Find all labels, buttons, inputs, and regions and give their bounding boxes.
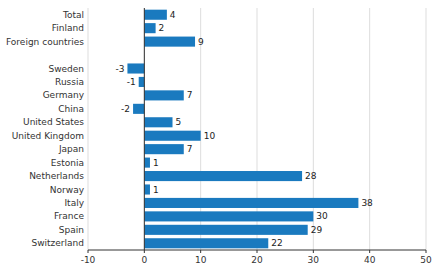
bar	[144, 37, 195, 47]
bar	[144, 225, 307, 235]
tick	[200, 250, 201, 253]
grid-line	[426, 8, 427, 250]
category-label: Switzerland	[32, 238, 85, 248]
data-label: 7	[187, 144, 193, 154]
tick	[257, 250, 258, 253]
tick	[144, 250, 145, 253]
bar	[144, 211, 313, 221]
category-label: United Kingdom	[12, 131, 84, 141]
category-label: Norway	[50, 185, 85, 195]
bar	[144, 90, 183, 100]
bar	[144, 144, 183, 154]
data-label: 10	[204, 131, 216, 141]
tick-label: 40	[364, 255, 376, 265]
data-label: 5	[176, 117, 182, 127]
data-label: 22	[271, 238, 282, 248]
data-label: -2	[121, 104, 130, 114]
category-label: Foreign countries	[6, 37, 84, 47]
data-label: 29	[311, 225, 323, 235]
tick-label: 20	[251, 255, 263, 265]
tick-label: 0	[141, 255, 147, 265]
bar	[144, 184, 150, 194]
data-label: 1	[153, 185, 159, 195]
data-label: 9	[198, 37, 204, 47]
category-label: Spain	[59, 225, 84, 235]
category-label: Netherlands	[29, 171, 84, 181]
tick-label: 50	[420, 255, 432, 265]
bar	[144, 131, 200, 141]
data-label: 28	[305, 171, 317, 181]
category-label: Italy	[64, 198, 84, 208]
tick	[313, 250, 314, 253]
bar	[127, 63, 144, 73]
data-label: -1	[127, 77, 136, 87]
bar	[144, 117, 172, 127]
tick-label: 10	[195, 255, 207, 265]
category-label: Estonia	[51, 158, 84, 168]
data-labels: 22 29 30 38 1 28 1 7 10 5 -2 7 -1-3 9 24	[115, 10, 373, 249]
page: {"chart_data": {"type": "bar", "orientat…	[0, 0, 442, 272]
category-label: China	[58, 104, 84, 114]
category-label: Russia	[55, 77, 84, 87]
grid-line	[369, 8, 370, 250]
data-label: 2	[159, 23, 165, 33]
category-label: Total	[62, 10, 84, 20]
tick	[426, 250, 427, 253]
grid-line	[88, 8, 89, 250]
data-label: 1	[153, 158, 159, 168]
chart-container: 22 29 30 38 1 28 1 7 10 5 -2 7 -1-3 9 24 -10 0 10 20 30 40 50…	[0, 0, 442, 272]
bar	[144, 10, 167, 20]
data-label: 7	[187, 90, 193, 100]
data-label: 4	[170, 10, 176, 20]
category-label: Sweden	[48, 64, 84, 74]
y-axis: Switzerland Spain France Italy Norway Netherl…	[6, 10, 85, 249]
bar	[144, 238, 268, 248]
x-axis: -10 0 10 20 30 40 50	[81, 250, 432, 265]
bar	[144, 158, 150, 168]
data-label: 30	[316, 211, 328, 221]
bar	[133, 104, 144, 114]
bars	[127, 10, 358, 249]
category-label: France	[54, 211, 84, 221]
grid	[88, 8, 426, 250]
baseline	[144, 8, 145, 250]
tick	[88, 250, 89, 253]
tick	[369, 250, 370, 253]
category-label: Finland	[52, 23, 84, 33]
tick-label: -10	[81, 255, 96, 265]
data-label: 38	[361, 198, 373, 208]
bar	[144, 171, 302, 181]
bar	[139, 77, 145, 87]
data-label: -3	[115, 64, 124, 74]
category-label: Germany	[43, 90, 85, 100]
bar	[144, 23, 155, 33]
tick-label: 30	[308, 255, 320, 265]
chart: 22 29 30 38 1 28 1 7 10 5 -2 7 -1-3 9 24 -10 0 10 20 30 40 50…	[0, 0, 442, 272]
category-label: Japan	[58, 144, 84, 154]
bar	[144, 198, 358, 208]
category-label: United States	[23, 117, 84, 127]
grid-line	[144, 8, 145, 250]
